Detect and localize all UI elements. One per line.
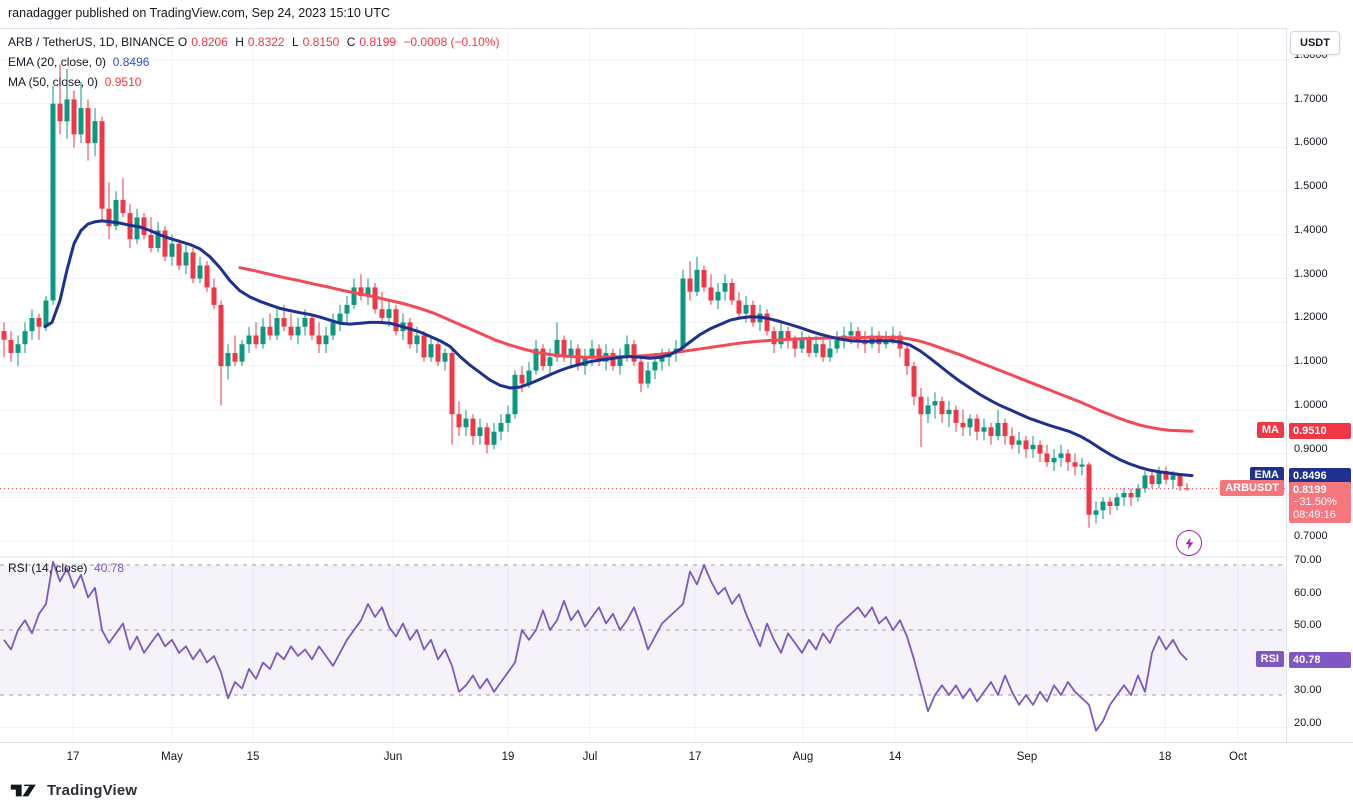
low-label: L (291, 35, 299, 49)
rsi-indicator-value: 40.78 (94, 561, 125, 575)
rsi-tick-label: 30.00 (1294, 684, 1322, 696)
price-tick-label: 1.5000 (1294, 180, 1328, 193)
price-tick-label: 1.7000 (1294, 92, 1328, 105)
change-value: −0.0008 (−0.10%) (403, 35, 500, 49)
time-tick-label: 17 (66, 751, 80, 763)
ema-pane-label: EMA (1249, 466, 1284, 483)
ema-indicator-value: 0.8496 (112, 55, 150, 69)
ma-price-badge: 0.9510 (1289, 423, 1351, 440)
high-value: 0.8322 (247, 35, 285, 49)
low-value: 0.8150 (302, 35, 340, 49)
price-tick-label: 1.6000 (1294, 136, 1328, 149)
price-tick-label: 1.2000 (1294, 311, 1328, 324)
chart-legend: ARB / TetherUS, 1D, BINANCE O 0.8206 H 0.8… (8, 32, 503, 92)
time-tick-label: 14 (888, 751, 902, 763)
chart-top-border (0, 28, 1353, 29)
quick-trade-lightning-button[interactable] (1176, 530, 1202, 556)
footer-bar: TradingView (0, 775, 1353, 807)
last-price-badge: 0.8199 −31.50% 08:49:16 (1289, 481, 1351, 524)
price-tick-label: 1.0000 (1294, 398, 1328, 411)
time-tick-label: Jul (582, 751, 598, 763)
time-tick-label: Jun (383, 751, 403, 763)
high-label: H (235, 35, 244, 49)
tradingview-logo-icon (10, 784, 36, 797)
time-tick-label: 15 (246, 751, 260, 763)
rsi-legend-row[interactable]: RSI (14, close) 40.78 (8, 561, 124, 575)
close-label: C (346, 35, 356, 49)
time-tick-label: May (161, 751, 183, 763)
symbol-pane-label: ARBUSDT (1220, 479, 1284, 496)
time-tick-label: 18 (1158, 751, 1172, 763)
ohlc-values: O 0.8206 H 0.8322 L 0.8150 C 0.8199 −0.0008 … (178, 35, 504, 49)
ema-price-badge: 0.8496 (1289, 467, 1351, 484)
rsi-value-badge: 40.78 (1289, 651, 1351, 668)
price-tick-label: 0.7000 (1294, 529, 1328, 542)
chart-plot-area[interactable] (0, 28, 1286, 742)
price-tick-label: 1.3000 (1294, 267, 1328, 280)
rsi-indicator-name: RSI (14, close) (8, 561, 88, 575)
rsi-pane-label: RSI (1255, 650, 1284, 667)
ma-indicator-name: MA (50, close, 0) (8, 75, 99, 89)
price-tick-label: 0.9000 (1294, 442, 1328, 455)
rsi-tick-label: 60.00 (1294, 586, 1322, 599)
open-label: O (177, 35, 188, 49)
rsi-tick-label: 50.00 (1294, 619, 1322, 631)
tradingview-logo-text: TradingView (47, 782, 138, 799)
rsi-tick-label: 20.00 (1294, 716, 1322, 729)
time-tick-label: Sep (1016, 751, 1038, 763)
price-tick-label: 1.4000 (1294, 223, 1328, 236)
price-tick-label: 1.1000 (1294, 355, 1328, 368)
time-tick-label: Aug (792, 751, 814, 763)
open-value: 0.8206 (191, 35, 228, 49)
time-tick-label: 19 (501, 751, 515, 763)
ema-indicator-name: EMA (20, close, 0) (8, 55, 107, 69)
currency-unit-button[interactable]: USDT (1290, 31, 1340, 55)
lightning-icon (1185, 537, 1193, 549)
rsi-tick-label: 70.00 (1294, 554, 1322, 566)
time-tick-label: Oct (1229, 751, 1247, 763)
price-axis[interactable]: USDT 1.8000 1.7000 1.6000 1.5000 1.4000 1.300… (1286, 28, 1353, 742)
close-value: 0.8199 (359, 35, 397, 49)
ma-legend-row[interactable]: MA (50, close, 0) 0.9510 (8, 72, 503, 92)
symbol-title: ARB / TetherUS, 1D, BINANCE (8, 35, 175, 49)
ma-indicator-value: 0.9510 (104, 75, 142, 89)
ma-pane-label: MA (1256, 422, 1284, 439)
symbol-legend-row: ARB / TetherUS, 1D, BINANCE O 0.8206 H 0.8… (8, 32, 503, 52)
attribution-text: ranadagger published on TradingView.com,… (8, 6, 390, 20)
tradingview-logo[interactable]: TradingView (10, 782, 137, 799)
time-axis[interactable]: 17 May 15 Jun 19 Jul 17 Aug 14 Sep 18 Oct (0, 742, 1353, 776)
ema-legend-row[interactable]: EMA (20, close, 0) 0.8496 (8, 52, 503, 72)
time-tick-label: 17 (688, 751, 702, 763)
